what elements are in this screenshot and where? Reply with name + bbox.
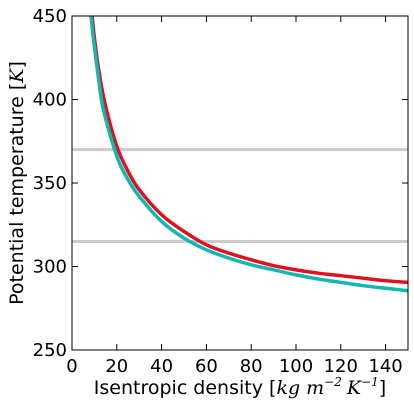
y-axis-label-close: ] [6,61,28,68]
y-axis-label: Potential temperature [K] [6,61,28,305]
x-tick-label: 120 [324,356,358,377]
x-axis-label-unit-kgm: kg m [276,377,324,399]
series-lines [91,16,408,291]
x-axis-label: Isentropic density [kg m−2 K−1] [94,375,386,399]
x-axis-label-close: ] [379,377,386,399]
x-tick-label: 100 [279,356,313,377]
plot-area-frame [72,16,408,350]
x-axis-label-exp2: −1 [361,375,379,389]
y-tick-label: 250 [33,340,67,361]
x-tick-label: 60 [195,356,218,377]
y-axis-ticks: 250 300 350 400 450 [33,6,408,361]
y-tick-label: 450 [33,6,67,27]
x-tick-label: 40 [150,356,173,377]
x-axis-label-exp1: −2 [324,375,342,389]
x-tick-label: 0 [66,356,77,377]
x-tick-label: 80 [240,356,263,377]
y-axis-label-text: Potential temperature [ [6,83,28,305]
y-tick-label: 350 [33,173,67,194]
x-axis-ticks: 0 20 40 60 80 100 120 140 [66,16,403,377]
series-line-2 [91,16,408,291]
y-tick-label: 300 [33,257,67,278]
x-tick-label: 20 [105,356,128,377]
y-tick-label: 400 [33,90,67,111]
x-tick-label: 140 [368,356,402,377]
x-axis-label-text: Isentropic density [ [94,377,277,399]
